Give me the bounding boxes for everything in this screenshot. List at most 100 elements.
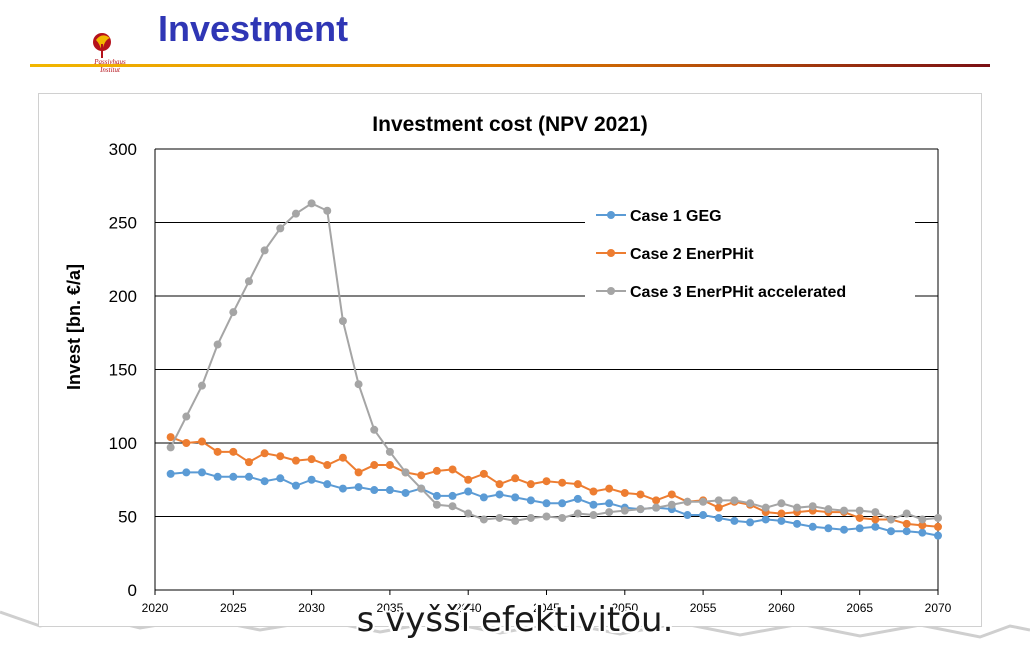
series-3: [166, 199, 942, 525]
data-point: [526, 496, 535, 505]
data-point: [526, 513, 535, 522]
data-point: [370, 461, 379, 470]
data-point: [777, 516, 786, 525]
data-point: [855, 513, 864, 522]
data-point: [902, 509, 911, 518]
data-point: [432, 491, 441, 500]
data-point: [589, 487, 598, 496]
data-point: [338, 484, 347, 493]
x-tick-label: 2070: [925, 601, 952, 615]
data-point: [824, 524, 833, 533]
data-point: [166, 443, 175, 452]
data-point: [542, 512, 551, 521]
data-point: [636, 505, 645, 514]
data-point: [667, 500, 676, 509]
data-point: [714, 496, 723, 505]
data-point: [448, 491, 457, 500]
data-point: [307, 199, 316, 208]
data-point: [182, 468, 191, 477]
x-tick-label: 2045: [533, 601, 560, 615]
data-point: [902, 519, 911, 528]
data-point: [871, 508, 880, 517]
data-point: [495, 480, 504, 489]
data-point: [213, 340, 222, 349]
data-point: [777, 499, 786, 508]
data-point: [683, 497, 692, 506]
data-point: [244, 458, 253, 467]
data-point: [824, 505, 833, 514]
data-point: [902, 527, 911, 536]
data-point: [934, 513, 942, 522]
data-point: [746, 518, 755, 527]
data-point: [197, 468, 206, 477]
data-point: [511, 493, 520, 502]
data-point: [417, 471, 426, 480]
data-point: [730, 516, 739, 525]
data-point: [323, 206, 332, 215]
data-point: [934, 522, 942, 531]
data-point: [370, 486, 379, 495]
data-point: [182, 439, 191, 447]
data-point: [479, 493, 488, 502]
data-point: [605, 508, 614, 517]
data-point: [323, 480, 332, 489]
legend-item: Case 3 EnerPHit accelerated: [596, 284, 846, 301]
data-point: [840, 525, 849, 534]
subtitle-caption: s vyšší efektivitou.: [356, 600, 674, 640]
data-point: [542, 499, 551, 508]
data-point: [808, 502, 817, 511]
data-point: [354, 380, 363, 389]
data-point: [761, 503, 770, 512]
legend-swatch-marker: [607, 287, 615, 295]
data-point: [558, 499, 567, 508]
data-point: [808, 522, 817, 531]
x-tick-label: 2030: [298, 601, 325, 615]
data-point: [323, 461, 332, 470]
data-point: [464, 475, 473, 484]
data-point: [589, 500, 598, 509]
x-tick-label: 2055: [690, 601, 717, 615]
data-point: [244, 472, 253, 481]
series-1: [166, 468, 942, 540]
y-tick-label: 100: [109, 434, 137, 453]
data-point: [652, 503, 661, 512]
data-point: [370, 425, 379, 434]
slide-title: Investment: [158, 8, 349, 49]
data-point: [385, 461, 394, 470]
data-point: [307, 455, 316, 464]
data-point: [213, 447, 222, 456]
data-point: [291, 481, 300, 490]
data-point: [479, 469, 488, 478]
data-point: [730, 496, 739, 505]
legend-label: Case 3 EnerPHit accelerated: [630, 284, 846, 301]
data-point: [511, 474, 520, 483]
data-point: [464, 509, 473, 518]
legend-label: Case 2 EnerPHit: [630, 246, 754, 263]
legend-label: Case 1 GEG: [630, 208, 722, 225]
data-point: [871, 515, 880, 524]
data-point: [605, 484, 614, 493]
y-tick-label: 250: [109, 214, 137, 233]
legend-item: Case 1 GEG: [596, 208, 722, 225]
data-point: [699, 511, 708, 520]
legend-box: [585, 196, 915, 308]
data-point: [338, 453, 347, 462]
data-point: [840, 506, 849, 515]
data-point: [197, 381, 206, 390]
logo-text: Passivhaus Institut: [94, 58, 126, 74]
data-point: [793, 519, 802, 528]
data-point: [558, 478, 567, 487]
y-tick-label: 150: [109, 361, 137, 380]
data-point: [229, 447, 238, 456]
y-tick-label: 200: [109, 287, 137, 306]
data-point: [777, 509, 786, 518]
data-point: [714, 513, 723, 522]
data-point: [291, 209, 300, 218]
data-point: [213, 472, 222, 481]
passivhaus-logo: [80, 30, 150, 80]
data-point: [683, 511, 692, 520]
data-point: [401, 488, 410, 497]
data-point: [260, 246, 269, 255]
data-point: [354, 468, 363, 477]
data-point: [229, 472, 238, 481]
